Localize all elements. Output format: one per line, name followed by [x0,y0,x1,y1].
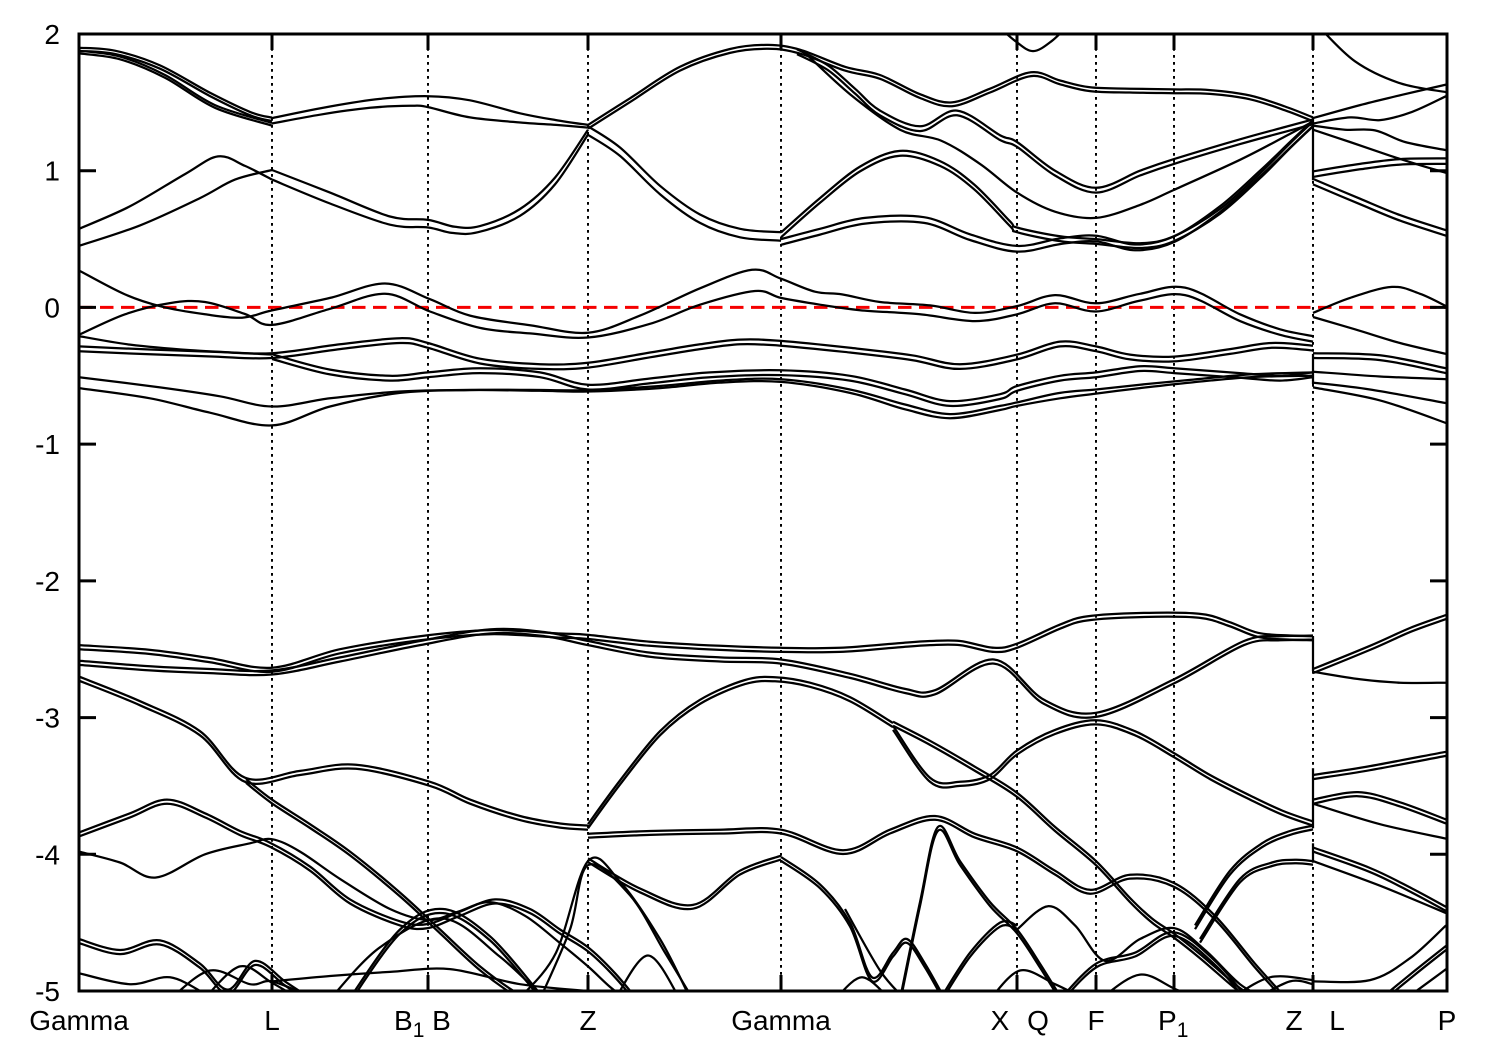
svg-text:-5: -5 [35,976,60,1007]
svg-text:-3: -3 [35,703,60,734]
svg-text:P: P [1438,1005,1457,1036]
svg-text:L: L [264,1005,280,1036]
svg-text:Gamma: Gamma [731,1005,831,1036]
svg-text:-2: -2 [35,566,60,597]
svg-text:0: 0 [44,292,60,323]
svg-text:Q: Q [1027,1005,1049,1036]
svg-text:Z: Z [1285,1005,1302,1036]
svg-text:Z: Z [579,1005,596,1036]
svg-text:-4: -4 [35,839,60,870]
svg-text:Gamma: Gamma [29,1005,129,1036]
svg-text:X: X [991,1005,1010,1036]
svg-text:2: 2 [44,19,60,50]
svg-text:-1: -1 [35,429,60,460]
svg-text:F: F [1087,1005,1104,1036]
svg-text:L: L [1329,1005,1345,1036]
svg-text:1: 1 [44,156,60,187]
